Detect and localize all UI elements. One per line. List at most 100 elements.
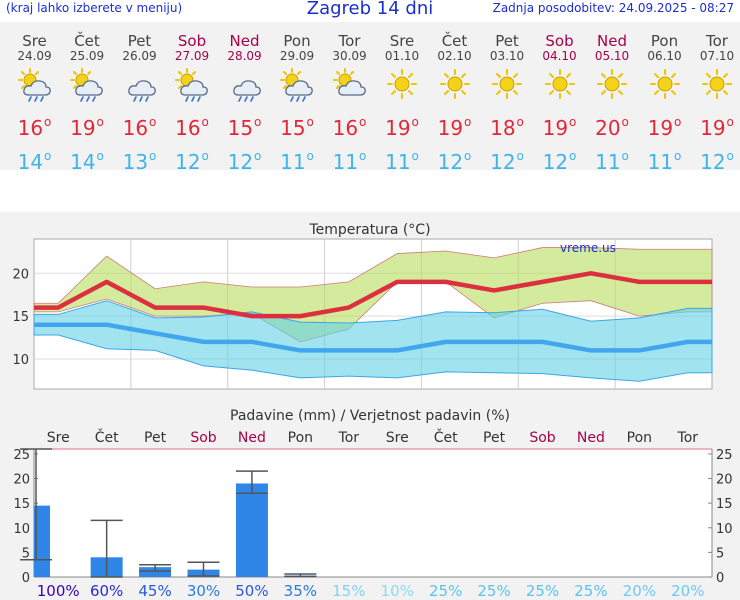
sun-cloud-rain-icon <box>280 68 313 102</box>
probability-label: 20% <box>671 582 704 600</box>
precipitation-bar <box>235 483 268 577</box>
day-date: 03.10 <box>489 49 525 63</box>
charts-panel: Temperatura (°C) 10 15 20 vreme.us Padavine (… <box>0 212 740 600</box>
temp-max: 19o <box>385 115 419 140</box>
day-date: 30.09 <box>332 49 367 63</box>
forecast-day: Pon 29.09 15o 11o <box>271 22 324 174</box>
sun-icon <box>544 69 575 99</box>
temp-max: 18o <box>490 115 524 140</box>
sun-cloud-rain-icon <box>17 68 51 102</box>
sun-cloud-rain-icon <box>70 68 103 102</box>
day-name: Pet <box>495 32 519 50</box>
error-bar <box>20 448 52 561</box>
y-tick-label: 10 <box>12 353 29 368</box>
charts-svg: Temperatura (°C) 10 15 20 vreme.us Padavine (… <box>12 222 732 600</box>
day-name: Sob <box>177 32 207 50</box>
y-tick-label-right: 15 <box>716 497 733 512</box>
temp-min: 12o <box>700 149 734 174</box>
temperature-chart: Temperatura (°C) 10 15 20 vreme.us <box>12 222 713 390</box>
y-tick-label-right: 10 <box>716 522 733 537</box>
probability-label: 100% <box>37 582 80 600</box>
sun-icon <box>492 69 522 99</box>
day-name: Čet <box>74 32 100 50</box>
last-update: Zadnja posodobitev: 24.09.2025 - 08:27 <box>492 1 734 15</box>
x-tick-label: Pon <box>288 430 313 446</box>
forecast-day: Ned 05.10 20o 11o <box>586 22 639 174</box>
sun-icon <box>649 69 680 99</box>
temp-max: 19o <box>542 115 577 140</box>
forecast-day: Sob 27.09 16o 12o <box>166 22 219 174</box>
x-tick-label: Tor <box>677 430 699 446</box>
y-tick-label-right: 0 <box>716 571 724 586</box>
header: (kraj lahko izberete v meniju) Zagreb 14… <box>0 0 740 22</box>
probability-label: 60% <box>90 582 123 600</box>
probability-label: 35% <box>284 582 317 600</box>
day-date: 05.10 <box>594 49 630 63</box>
y-tick-label: 15 <box>12 310 29 325</box>
temp-min: 12o <box>437 149 472 174</box>
day-name: Ned <box>597 32 627 50</box>
temp-max: 16o <box>332 115 367 140</box>
day-date: 06.10 <box>647 49 682 63</box>
day-name: Ned <box>229 32 260 50</box>
location-hint[interactable]: (kraj lahko izberete v meniju) <box>6 1 183 15</box>
temp-max: 19o <box>437 115 472 140</box>
error-bar <box>235 470 268 495</box>
temp-max: 16o <box>17 115 52 140</box>
x-tick-label: Sob <box>190 430 216 446</box>
y-tick-label-right: 5 <box>716 546 724 561</box>
temp-min: 11o <box>280 149 314 174</box>
day-date: 25.09 <box>69 49 105 63</box>
day-date: 24.09 <box>17 49 52 63</box>
probability-label: 25% <box>477 582 510 600</box>
x-tick-label: Ned <box>577 430 605 446</box>
y-tick-label-right: 20 <box>716 473 733 488</box>
temp-max: 19o <box>70 115 104 140</box>
temp-min: 12o <box>542 149 577 174</box>
error-bar <box>187 561 220 577</box>
forecast-day: Čet 02.10 19o 12o <box>428 22 481 174</box>
day-name: Čet <box>441 32 468 50</box>
temp-min: 11o <box>595 149 629 174</box>
y-tick-label-left: 0 <box>22 571 30 586</box>
forecast-day: Sre 24.09 16o 14o <box>8 22 61 174</box>
probability-label: 30% <box>187 582 220 600</box>
sun-cloud-rain-icon <box>175 68 208 102</box>
min-temp-line <box>34 322 712 353</box>
x-tick-label: Čet <box>434 428 458 446</box>
day-name: Tor <box>706 32 728 50</box>
day-name: Tor <box>338 32 361 50</box>
temp-max: 15o <box>280 115 314 140</box>
x-tick-label: Sre <box>386 430 409 446</box>
day-date: 29.09 <box>279 49 315 63</box>
sun-icon <box>439 69 470 99</box>
day-date: 27.09 <box>174 49 210 63</box>
day-name: Pet <box>127 32 152 50</box>
temp-max: 19o <box>700 115 734 140</box>
temp-max: 19o <box>647 115 682 140</box>
temp-min: 14o <box>17 149 52 174</box>
y-tick-label-left: 5 <box>22 546 30 561</box>
temp-max: 20o <box>595 115 629 140</box>
day-name: Sre <box>389 32 415 50</box>
y-tick-label-right: 25 <box>716 448 733 463</box>
forecast-day: Ned 28.09 15o 12o <box>218 22 271 174</box>
y-tick-label-left: 15 <box>13 497 30 512</box>
temp-min: 11o <box>332 149 367 174</box>
y-tick-label-left: 25 <box>13 448 30 463</box>
forecast-day: Sob 04.10 19o 12o <box>533 22 586 174</box>
temp-min: 14o <box>70 149 104 174</box>
probability-label: 50% <box>235 582 268 600</box>
error-bar <box>90 519 123 578</box>
sun-icon <box>597 69 627 99</box>
x-tick-label: Ned <box>238 430 266 446</box>
forecast-day: Tor 07.10 19o 12o <box>691 22 740 174</box>
temp-min: 12o <box>490 149 524 174</box>
temp-min: 13o <box>122 149 157 174</box>
temp-max: 15o <box>227 115 262 140</box>
x-tick-label: Pet <box>483 430 506 446</box>
probability-label: 45% <box>138 582 171 600</box>
precipitation-plot-area <box>34 449 712 577</box>
sun-icon <box>702 69 732 99</box>
precipitation-chart: Padavine (mm) / Verjetnost padavin (%) Sr… <box>13 408 732 600</box>
